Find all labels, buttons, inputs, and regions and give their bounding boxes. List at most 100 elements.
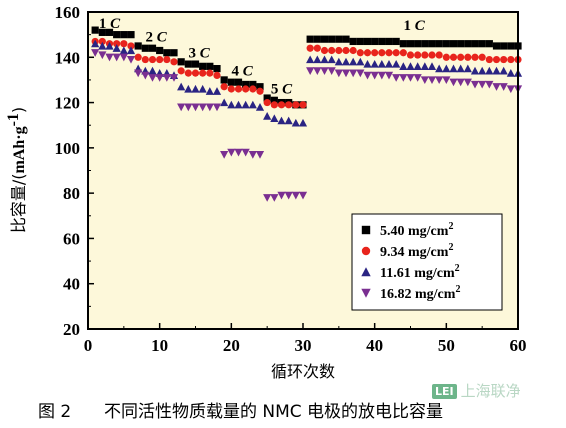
data-point-triangle-down [141, 71, 150, 80]
data-point-square [191, 60, 200, 68]
legend-label: 9.34 mg/cm2 [380, 242, 453, 260]
data-point-triangle-down [413, 74, 422, 82]
data-point-circle [500, 55, 508, 64]
x-tick-label: 20 [223, 336, 240, 355]
data-point-triangle-down [277, 191, 286, 200]
data-point-circle [270, 101, 278, 109]
data-point-circle [127, 42, 135, 50]
data-point-triangle-down [291, 191, 300, 200]
x-tick-label: 10 [151, 336, 168, 355]
data-point-triangle-up [456, 64, 465, 73]
data-point-triangle-up [248, 100, 257, 109]
data-point-triangle-up [399, 62, 408, 70]
x-tick-label: 30 [295, 336, 312, 355]
data-point-triangle-down [298, 191, 308, 200]
data-point-circle [170, 58, 178, 66]
y-tick-label: 60 [63, 229, 80, 248]
data-point-triangle-up [334, 57, 343, 66]
y-tick-label: 160 [55, 3, 81, 22]
data-point-triangle-down [356, 69, 365, 78]
data-point-circle [141, 55, 149, 64]
data-point-triangle-down [148, 74, 157, 82]
data-point-circle [435, 51, 443, 59]
data-point-square [371, 37, 379, 46]
data-point-triangle-down [198, 103, 207, 112]
y-tick-label: 120 [55, 94, 81, 113]
data-point-square [363, 37, 372, 46]
data-point-triangle-down [134, 69, 143, 78]
data-point-square [156, 46, 164, 55]
data-point-square [449, 40, 458, 48]
data-point-circle [449, 53, 458, 61]
data-point-circle [277, 101, 286, 109]
data-point-triangle-down [270, 194, 279, 202]
x-tick-label: 0 [84, 336, 93, 355]
data-point-square [120, 31, 128, 39]
data-point-triangle-down [442, 76, 451, 85]
data-point-triangle-up [220, 98, 229, 107]
rate-label: 5 C [271, 82, 293, 98]
plot-frame [87, 11, 519, 330]
data-point-triangle-down [449, 78, 458, 87]
data-point-circle [421, 51, 429, 59]
data-point-square [442, 40, 450, 48]
data-point-triangle-down [363, 71, 372, 80]
data-point-circle [363, 49, 372, 57]
data-point-square [507, 42, 515, 50]
data-point-triangle-up [198, 84, 207, 93]
data-point-triangle-up [227, 100, 236, 109]
watermark-logo-icon: LEI [432, 384, 457, 399]
data-point-square [127, 31, 135, 39]
legend-marker-triangle-down [361, 288, 371, 298]
data-point-triangle-up [492, 66, 501, 75]
data-point-triangle-up [463, 64, 472, 73]
data-point-triangle-down [191, 103, 200, 112]
data-point-circle [392, 49, 400, 57]
data-point-triangle-up [435, 64, 444, 73]
data-point-triangle-down [456, 78, 465, 87]
data-point-circle [399, 49, 407, 57]
data-point-square [134, 42, 142, 50]
data-point-triangle-down [384, 71, 394, 80]
data-point-triangle-up [105, 41, 114, 50]
data-point-triangle-up [205, 87, 214, 95]
data-point-circle [342, 46, 350, 55]
data-point-triangle-down [184, 103, 193, 112]
data-point-triangle-up [191, 84, 200, 93]
data-point-circle [256, 87, 264, 95]
data-point-triangle-down [327, 67, 336, 75]
data-point-triangle-up [148, 66, 157, 75]
data-point-triangle-up [449, 64, 458, 73]
data-point-square [256, 83, 264, 91]
data-point-square [249, 80, 257, 89]
axis-ticks: 0 10 20 30 40 50 60 20 40 60 80 100 120 140 160 [55, 3, 527, 355]
data-point-triangle-down [126, 55, 136, 64]
legend-box [351, 213, 503, 311]
x-axis-label: 循环次数 [271, 362, 335, 380]
data-point-square [227, 78, 235, 86]
data-point-triangle-down [478, 80, 487, 89]
data-point-triangle-down [470, 80, 480, 89]
legend-marker-circle [361, 246, 371, 256]
data-point-triangle-up [384, 59, 394, 68]
data-point-circle [191, 69, 200, 77]
data-point-triangle-up [255, 103, 265, 111]
y-axis-label-suffix: ) [9, 107, 28, 113]
rate-annotations: 1 C 2 C 3 C 4 C 5 C 1 C [99, 16, 426, 98]
data-point-triangle-down [306, 67, 315, 75]
data-point-triangle-up [298, 118, 308, 127]
legend-label: 16.82 mg/cm2 [380, 284, 460, 302]
data-point-circle [406, 51, 415, 59]
y-tick-label: 100 [55, 139, 81, 158]
data-point-square [234, 78, 243, 86]
data-point-square [270, 96, 278, 104]
data-point-square [177, 58, 185, 66]
data-point-square [263, 94, 271, 102]
figure-number: 图 2 [38, 402, 72, 422]
x-tick-label: 60 [510, 336, 527, 355]
data-point-circle [464, 53, 472, 61]
data-point-square [320, 35, 329, 43]
data-point-circle [414, 51, 422, 59]
legend-marker-triangle-up [361, 267, 371, 277]
data-point-triangle-up [177, 82, 186, 91]
